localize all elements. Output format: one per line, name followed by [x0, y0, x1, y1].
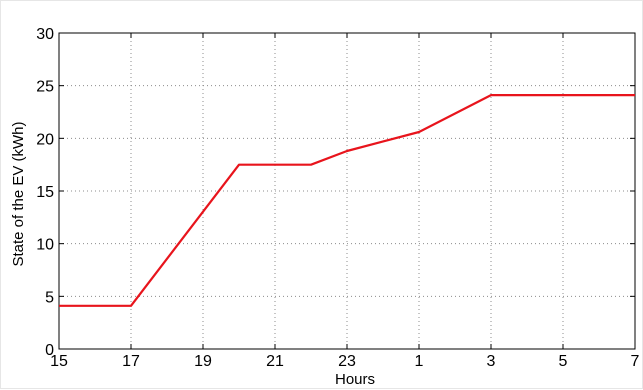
series-layer — [59, 94, 635, 307]
y-tick-label: 0 — [45, 342, 54, 359]
y-tick-label: 5 — [45, 289, 54, 306]
grid-lines — [59, 33, 635, 349]
tick-labels: 15 17 19 21 23 1 3 5 7 0 5 10 15 20 25 30 — [36, 26, 639, 370]
x-tick-label: 23 — [338, 353, 356, 370]
y-tick-label: 25 — [36, 79, 54, 96]
x-tick-label: 19 — [194, 353, 212, 370]
x-tick-label: 15 — [50, 353, 68, 370]
series-line-ev-state — [59, 94, 635, 307]
y-tick-label: 20 — [36, 131, 54, 148]
x-tick-label: 5 — [559, 353, 568, 370]
x-tick-label: 1 — [415, 353, 424, 370]
y-axis-title: State of the EV (kWh) — [10, 121, 27, 266]
x-tick-label: 3 — [487, 353, 496, 370]
x-tick-label: 21 — [266, 353, 284, 370]
axes — [58, 32, 636, 350]
x-tick-label: 7 — [631, 353, 640, 370]
x-tick-label: 17 — [122, 353, 140, 370]
x-axis-title: Hours — [335, 371, 375, 388]
y-tick-label: 10 — [36, 237, 54, 254]
y-tick-label: 15 — [36, 184, 54, 201]
y-tick-label: 30 — [36, 26, 54, 43]
